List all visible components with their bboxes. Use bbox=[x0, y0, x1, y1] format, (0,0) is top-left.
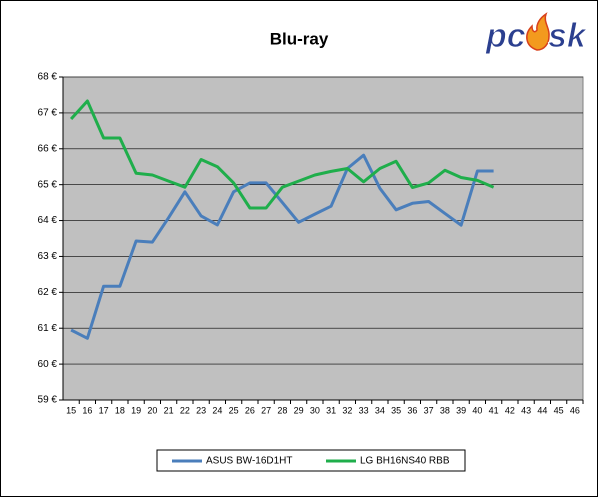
x-tick-label: 42 bbox=[505, 405, 515, 415]
x-tick-label: 27 bbox=[261, 405, 271, 415]
x-tick-label: 38 bbox=[440, 405, 450, 415]
logo-right: sk bbox=[548, 17, 588, 55]
y-tick-label: 60 € bbox=[38, 359, 58, 370]
x-tick-label: 31 bbox=[326, 405, 336, 415]
x-tick-label: 39 bbox=[456, 405, 466, 415]
x-tick-label: 26 bbox=[245, 405, 255, 415]
x-tick-label: 28 bbox=[277, 405, 287, 415]
legend-label: LG BH16NS40 RBB bbox=[360, 456, 450, 467]
series-line bbox=[69, 99, 495, 210]
x-tick-label: 21 bbox=[164, 405, 174, 415]
x-tick-label: 35 bbox=[391, 405, 401, 415]
x-tick-label: 17 bbox=[99, 405, 109, 415]
series-line bbox=[70, 153, 494, 340]
x-tick-label: 32 bbox=[342, 405, 352, 415]
x-tick-label: 25 bbox=[229, 405, 239, 415]
x-tick-label: 18 bbox=[115, 405, 125, 415]
x-tick-label: 19 bbox=[131, 405, 141, 415]
y-tick-label: 66 € bbox=[38, 143, 58, 154]
x-tick-label: 37 bbox=[424, 405, 434, 415]
x-tick-label: 15 bbox=[66, 405, 76, 415]
logo: pc sk bbox=[485, 12, 588, 55]
chart-title: Blu-ray bbox=[270, 29, 329, 48]
logo-left: pc bbox=[485, 17, 526, 55]
legend-label: ASUS BW-16D1HT bbox=[206, 456, 293, 467]
x-tick-label: 40 bbox=[472, 405, 482, 415]
y-tick-label: 63 € bbox=[38, 251, 58, 262]
x-tick-label: 23 bbox=[196, 405, 206, 415]
x-tick-label: 34 bbox=[375, 405, 385, 415]
x-tick-label: 41 bbox=[489, 405, 499, 415]
legend bbox=[156, 449, 466, 472]
x-tick-label: 20 bbox=[147, 405, 157, 415]
y-tick-label: 62 € bbox=[38, 287, 58, 298]
y-tick-label: 59 € bbox=[38, 395, 58, 406]
x-tick-label: 36 bbox=[407, 405, 417, 415]
x-tick-label: 43 bbox=[521, 405, 531, 415]
x-tick-label: 22 bbox=[180, 405, 190, 415]
x-tick-label: 24 bbox=[212, 405, 222, 415]
plot-area bbox=[62, 76, 584, 401]
y-tick-label: 68 € bbox=[38, 72, 58, 83]
x-tick-label: 44 bbox=[537, 405, 547, 415]
x-tick-label: 45 bbox=[554, 405, 564, 415]
y-tick-label: 65 € bbox=[38, 179, 58, 190]
y-tick-label: 64 € bbox=[38, 215, 58, 226]
y-tick-label: 67 € bbox=[38, 108, 58, 119]
x-tick-label: 46 bbox=[570, 405, 580, 415]
x-tick-label: 33 bbox=[359, 405, 369, 415]
x-tick-label: 29 bbox=[294, 405, 304, 415]
x-tick-label: 30 bbox=[310, 405, 320, 415]
logo-flame bbox=[526, 12, 550, 51]
x-tick-label: 16 bbox=[82, 405, 92, 415]
y-tick-label: 61 € bbox=[38, 323, 58, 334]
